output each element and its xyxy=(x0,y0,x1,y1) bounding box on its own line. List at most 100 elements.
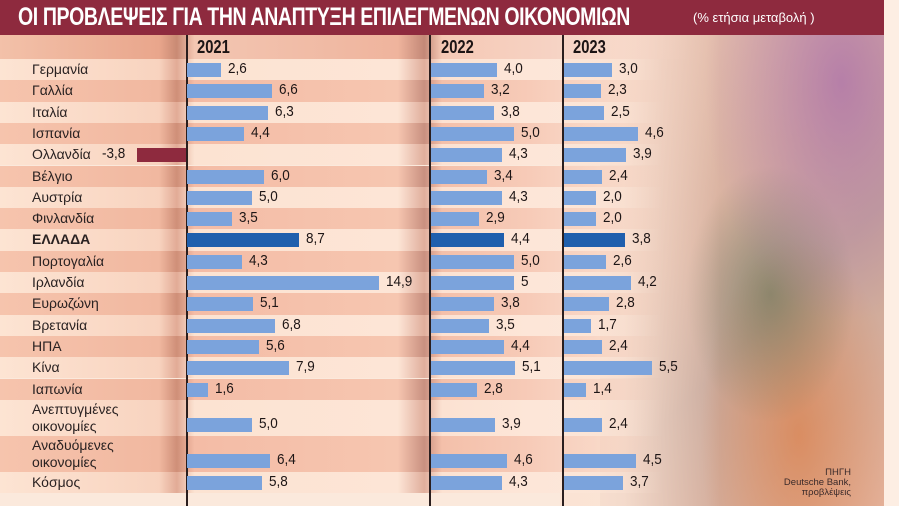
bar-2021 xyxy=(187,233,300,248)
value-label-2023: 2,5 xyxy=(611,102,630,120)
bar-2023 xyxy=(564,169,603,184)
row-label-line: Βρετανία xyxy=(32,316,88,333)
value-label-2021: -3,8 xyxy=(101,145,126,163)
value-label-2022: 3,2 xyxy=(490,81,510,99)
bar-2021 xyxy=(187,190,252,205)
bar-2022 xyxy=(431,339,504,354)
bar-2022 xyxy=(431,453,507,468)
bar-2022 xyxy=(431,169,488,184)
bar-2023 xyxy=(564,63,612,77)
bar-2022 xyxy=(431,254,514,269)
row-label-line: Γερμανία xyxy=(32,61,89,77)
row-label-line: Βέλγιο xyxy=(32,167,73,184)
row-label-line: Ολλανδία xyxy=(32,146,91,163)
value-label-2023: 1,4 xyxy=(593,379,613,397)
value-label-2023: 4,2 xyxy=(638,273,657,290)
bar-2021 xyxy=(187,361,289,376)
row-label-line: Πορτογαλία xyxy=(32,252,105,269)
value-label-2023: 2,6 xyxy=(612,251,632,269)
row-label-line: Ισπανία xyxy=(32,124,81,141)
row-label: Πορτογαλία xyxy=(32,253,104,270)
value-label-2022: 2,9 xyxy=(485,209,505,227)
bar-2022 xyxy=(431,63,497,77)
value-label-2022: 5 xyxy=(520,273,529,290)
axis-2023 xyxy=(562,35,564,506)
value-label-2022: 3,9 xyxy=(502,414,522,432)
bar-2021 xyxy=(187,254,243,269)
row-label: Κόσμος xyxy=(32,474,80,491)
row-label-line: οικονομίες xyxy=(32,453,97,470)
bar-2022 xyxy=(431,475,502,490)
row-label-line: Γαλλία xyxy=(32,82,74,99)
bar-2022 xyxy=(431,105,494,120)
bar-2022 xyxy=(431,148,502,163)
row-label-line: ΗΠΑ xyxy=(32,337,62,354)
value-label-2022: 4,0 xyxy=(504,60,523,77)
chart-title: ΟΙ ΠΡΟΒΛΕΨΕΙΣ ΓΙΑ ΤΗΝ ΑΝΑΠΤΥΞΗ ΕΠΙΛΕΓΜΕΝ… xyxy=(18,3,630,31)
value-label-2023: 3,0 xyxy=(619,60,638,77)
axis-2022 xyxy=(429,35,431,506)
page-margin xyxy=(884,0,899,506)
value-label-2022: 3,5 xyxy=(495,315,515,333)
row-label-line: Αυστρία xyxy=(32,188,83,205)
value-label-2023: 2,0 xyxy=(603,209,622,227)
bar-2022 xyxy=(431,297,494,312)
row-label-line: οικονομίες xyxy=(32,417,97,434)
chart-subtitle: (% ετήσια μεταβολή ) xyxy=(693,10,815,25)
source-note: ΠΗΓΗ Deutsche Bank, προβλέψεις xyxy=(784,468,851,498)
value-label-2023: 3,7 xyxy=(630,472,649,490)
value-label-2021: 2,6 xyxy=(227,60,247,77)
value-label-2021: 5,8 xyxy=(268,472,288,490)
bar-2023 xyxy=(564,148,627,163)
source-label: ΠΗΓΗ xyxy=(825,467,851,478)
value-label-2023: 1,7 xyxy=(598,315,617,333)
value-label-2022: 4,3 xyxy=(508,187,528,205)
bar-2022 xyxy=(431,126,514,141)
bar-2021 xyxy=(187,105,269,120)
value-label-2023: 2,4 xyxy=(609,336,629,354)
bar-2023 xyxy=(564,105,604,120)
title-bar: ΟΙ ΠΡΟΒΛΕΨΕΙΣ ΓΙΑ ΤΗΝ ΑΝΑΠΤΥΞΗ ΕΠΙΛΕΓΜΕΝ… xyxy=(0,0,884,35)
value-label-2023: 4,6 xyxy=(644,123,664,141)
bar-2023 xyxy=(564,84,601,99)
bar-2022 xyxy=(431,318,489,333)
row-label-line: Ιταλία xyxy=(32,103,68,120)
year-header-2023: 2023 xyxy=(573,37,606,57)
value-label-2023: 2,8 xyxy=(615,294,635,312)
bar-2021 xyxy=(187,212,233,227)
value-label-2021: 6,8 xyxy=(281,315,301,333)
value-label-2022: 4,3 xyxy=(508,472,528,490)
year-header-band xyxy=(0,35,884,59)
value-label-2022: 5,0 xyxy=(520,251,540,269)
value-label-2022: 3,4 xyxy=(494,166,513,184)
row-label: Βέλγιο xyxy=(32,168,72,185)
row-label: Βρετανία xyxy=(32,317,87,334)
value-label-2023: 2,4 xyxy=(609,166,629,184)
row-label-line: Ιαπωνία xyxy=(32,380,83,397)
bar-2021 xyxy=(187,276,380,290)
bar-2021 xyxy=(187,382,208,397)
bar-2022 xyxy=(431,276,514,290)
bar-2022 xyxy=(431,84,484,99)
value-label-2023: 2,3 xyxy=(607,81,627,99)
row-label: Φινλανδία xyxy=(32,210,94,227)
row-label: Αναδυόμενες οικονομίες xyxy=(32,437,114,471)
row-label: Γερμανία xyxy=(32,61,88,78)
bar-2023 xyxy=(564,297,609,312)
bar-2023 xyxy=(564,417,603,432)
bar-2021 xyxy=(187,63,221,77)
row-label-line: Φινλανδία xyxy=(32,210,95,227)
value-label-2021: 5,0 xyxy=(258,414,278,432)
row-label: Ιρλανδία xyxy=(32,274,84,291)
value-label-2023: 3,8 xyxy=(631,230,651,248)
value-label-2021: 5,0 xyxy=(258,187,278,205)
value-label-2022: 4,4 xyxy=(510,230,530,248)
value-label-2021: 6,3 xyxy=(275,102,295,120)
value-label-2022: 5,0 xyxy=(520,123,540,141)
bar-2023 xyxy=(564,233,625,248)
row-label: Γαλλία xyxy=(32,82,73,99)
bar-2023 xyxy=(564,318,592,333)
bar-2022 xyxy=(431,417,496,432)
source-name: Deutsche Bank, xyxy=(783,477,851,488)
bar-2021 xyxy=(187,297,253,312)
